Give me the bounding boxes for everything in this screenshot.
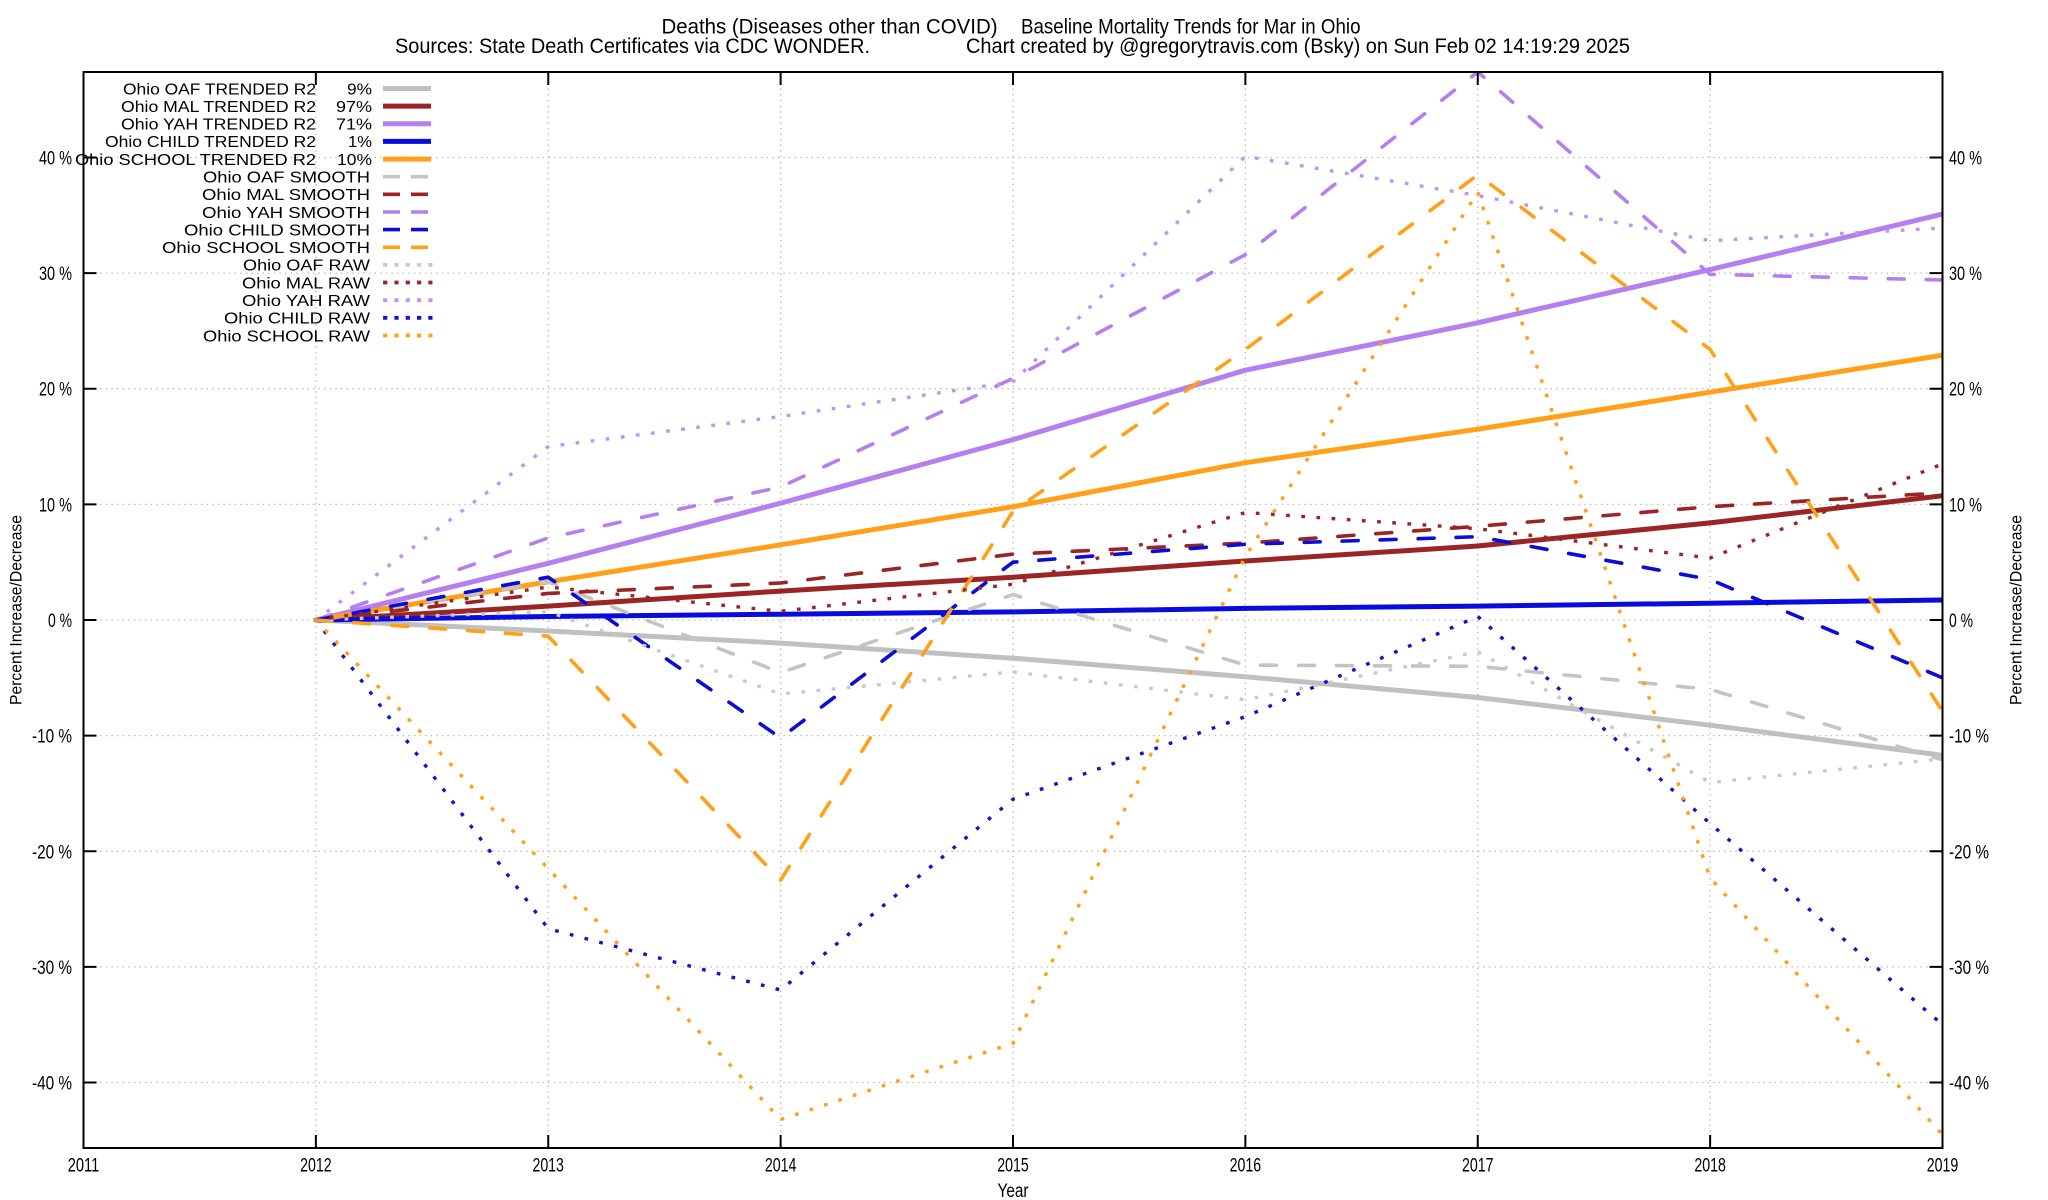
svg-text:Ohio SCHOOL RAW: Ohio SCHOOL RAW [203, 328, 371, 345]
svg-text:-10 %: -10 % [32, 727, 72, 748]
svg-text:30 %: 30 % [1949, 264, 1982, 285]
svg-text:2017: 2017 [1462, 1155, 1494, 1176]
svg-text:Ohio YAH SMOOTH: Ohio YAH SMOOTH [202, 205, 370, 222]
svg-text:9%: 9% [347, 81, 372, 98]
svg-text:10 %: 10 % [1949, 495, 1982, 516]
svg-text:Ohio CHILD TRENDED R2: Ohio CHILD TRENDED R2 [105, 134, 316, 151]
svg-text:1%: 1% [348, 134, 372, 151]
svg-text:Ohio YAH RAW: Ohio YAH RAW [242, 293, 371, 310]
svg-text:2016: 2016 [1230, 1155, 1262, 1176]
svg-text:2012: 2012 [300, 1155, 332, 1176]
svg-text:-20 %: -20 % [1949, 842, 1989, 863]
svg-text:Ohio MAL RAW: Ohio MAL RAW [242, 275, 371, 292]
svg-text:10 %: 10 % [39, 495, 72, 516]
svg-text:-40 %: -40 % [1949, 1074, 1989, 1095]
svg-text:Year: Year [998, 1181, 1030, 1200]
svg-text:0 %: 0 % [48, 611, 72, 632]
svg-text:97%: 97% [336, 99, 372, 116]
svg-text:2011: 2011 [68, 1155, 100, 1176]
svg-text:Chart created by @gregorytravi: Chart created by @gregorytravis.com (Bsk… [966, 35, 1630, 58]
svg-text:0 %: 0 % [1949, 611, 1973, 632]
svg-text:Ohio MAL TRENDED R2: Ohio MAL TRENDED R2 [121, 99, 316, 116]
svg-text:Percent Increase/Decrease: Percent Increase/Decrease [2007, 515, 2026, 705]
svg-text:Ohio SCHOOL SMOOTH: Ohio SCHOOL SMOOTH [162, 240, 370, 257]
svg-text:-30 %: -30 % [32, 958, 72, 979]
svg-text:71%: 71% [336, 117, 372, 134]
svg-text:2015: 2015 [997, 1155, 1029, 1176]
svg-text:30 %: 30 % [39, 264, 72, 285]
svg-text:Percent Increase/Decrease: Percent Increase/Decrease [7, 515, 26, 705]
svg-text:Ohio OAF RAW: Ohio OAF RAW [243, 258, 371, 275]
svg-text:-10 %: -10 % [1949, 727, 1989, 748]
svg-text:40 %: 40 % [39, 149, 72, 170]
svg-text:10%: 10% [337, 152, 372, 169]
svg-text:2018: 2018 [1694, 1155, 1726, 1176]
svg-text:20 %: 20 % [39, 380, 72, 401]
svg-text:Ohio SCHOOL TRENDED R2: Ohio SCHOOL TRENDED R2 [75, 152, 316, 169]
svg-text:-40 %: -40 % [32, 1074, 72, 1095]
svg-text:2019: 2019 [1927, 1155, 1959, 1176]
svg-text:Ohio OAF TRENDED R2: Ohio OAF TRENDED R2 [123, 81, 316, 98]
svg-text:Ohio CHILD RAW: Ohio CHILD RAW [224, 311, 371, 328]
svg-text:Ohio MAL SMOOTH: Ohio MAL SMOOTH [202, 187, 370, 204]
svg-text:-20 %: -20 % [32, 842, 72, 863]
svg-text:-30 %: -30 % [1949, 958, 1989, 979]
svg-text:40 %: 40 % [1949, 149, 1982, 170]
svg-text:20 %: 20 % [1949, 380, 1982, 401]
svg-text:Ohio OAF SMOOTH: Ohio OAF SMOOTH [203, 170, 370, 187]
svg-text:Ohio CHILD SMOOTH: Ohio CHILD SMOOTH [184, 222, 370, 239]
svg-text:2013: 2013 [532, 1155, 564, 1176]
svg-text:Baseline Mortality Trends for: Baseline Mortality Trends for Mar in Ohi… [1021, 15, 1361, 38]
svg-text:Deaths (Diseases other than CO: Deaths (Diseases other than COVID) [662, 15, 998, 38]
svg-text:Ohio YAH TRENDED R2: Ohio YAH TRENDED R2 [121, 117, 316, 134]
svg-text:Sources: State Death Certifica: Sources: State Death Certificates via CD… [395, 35, 870, 58]
svg-text:2014: 2014 [765, 1155, 797, 1176]
